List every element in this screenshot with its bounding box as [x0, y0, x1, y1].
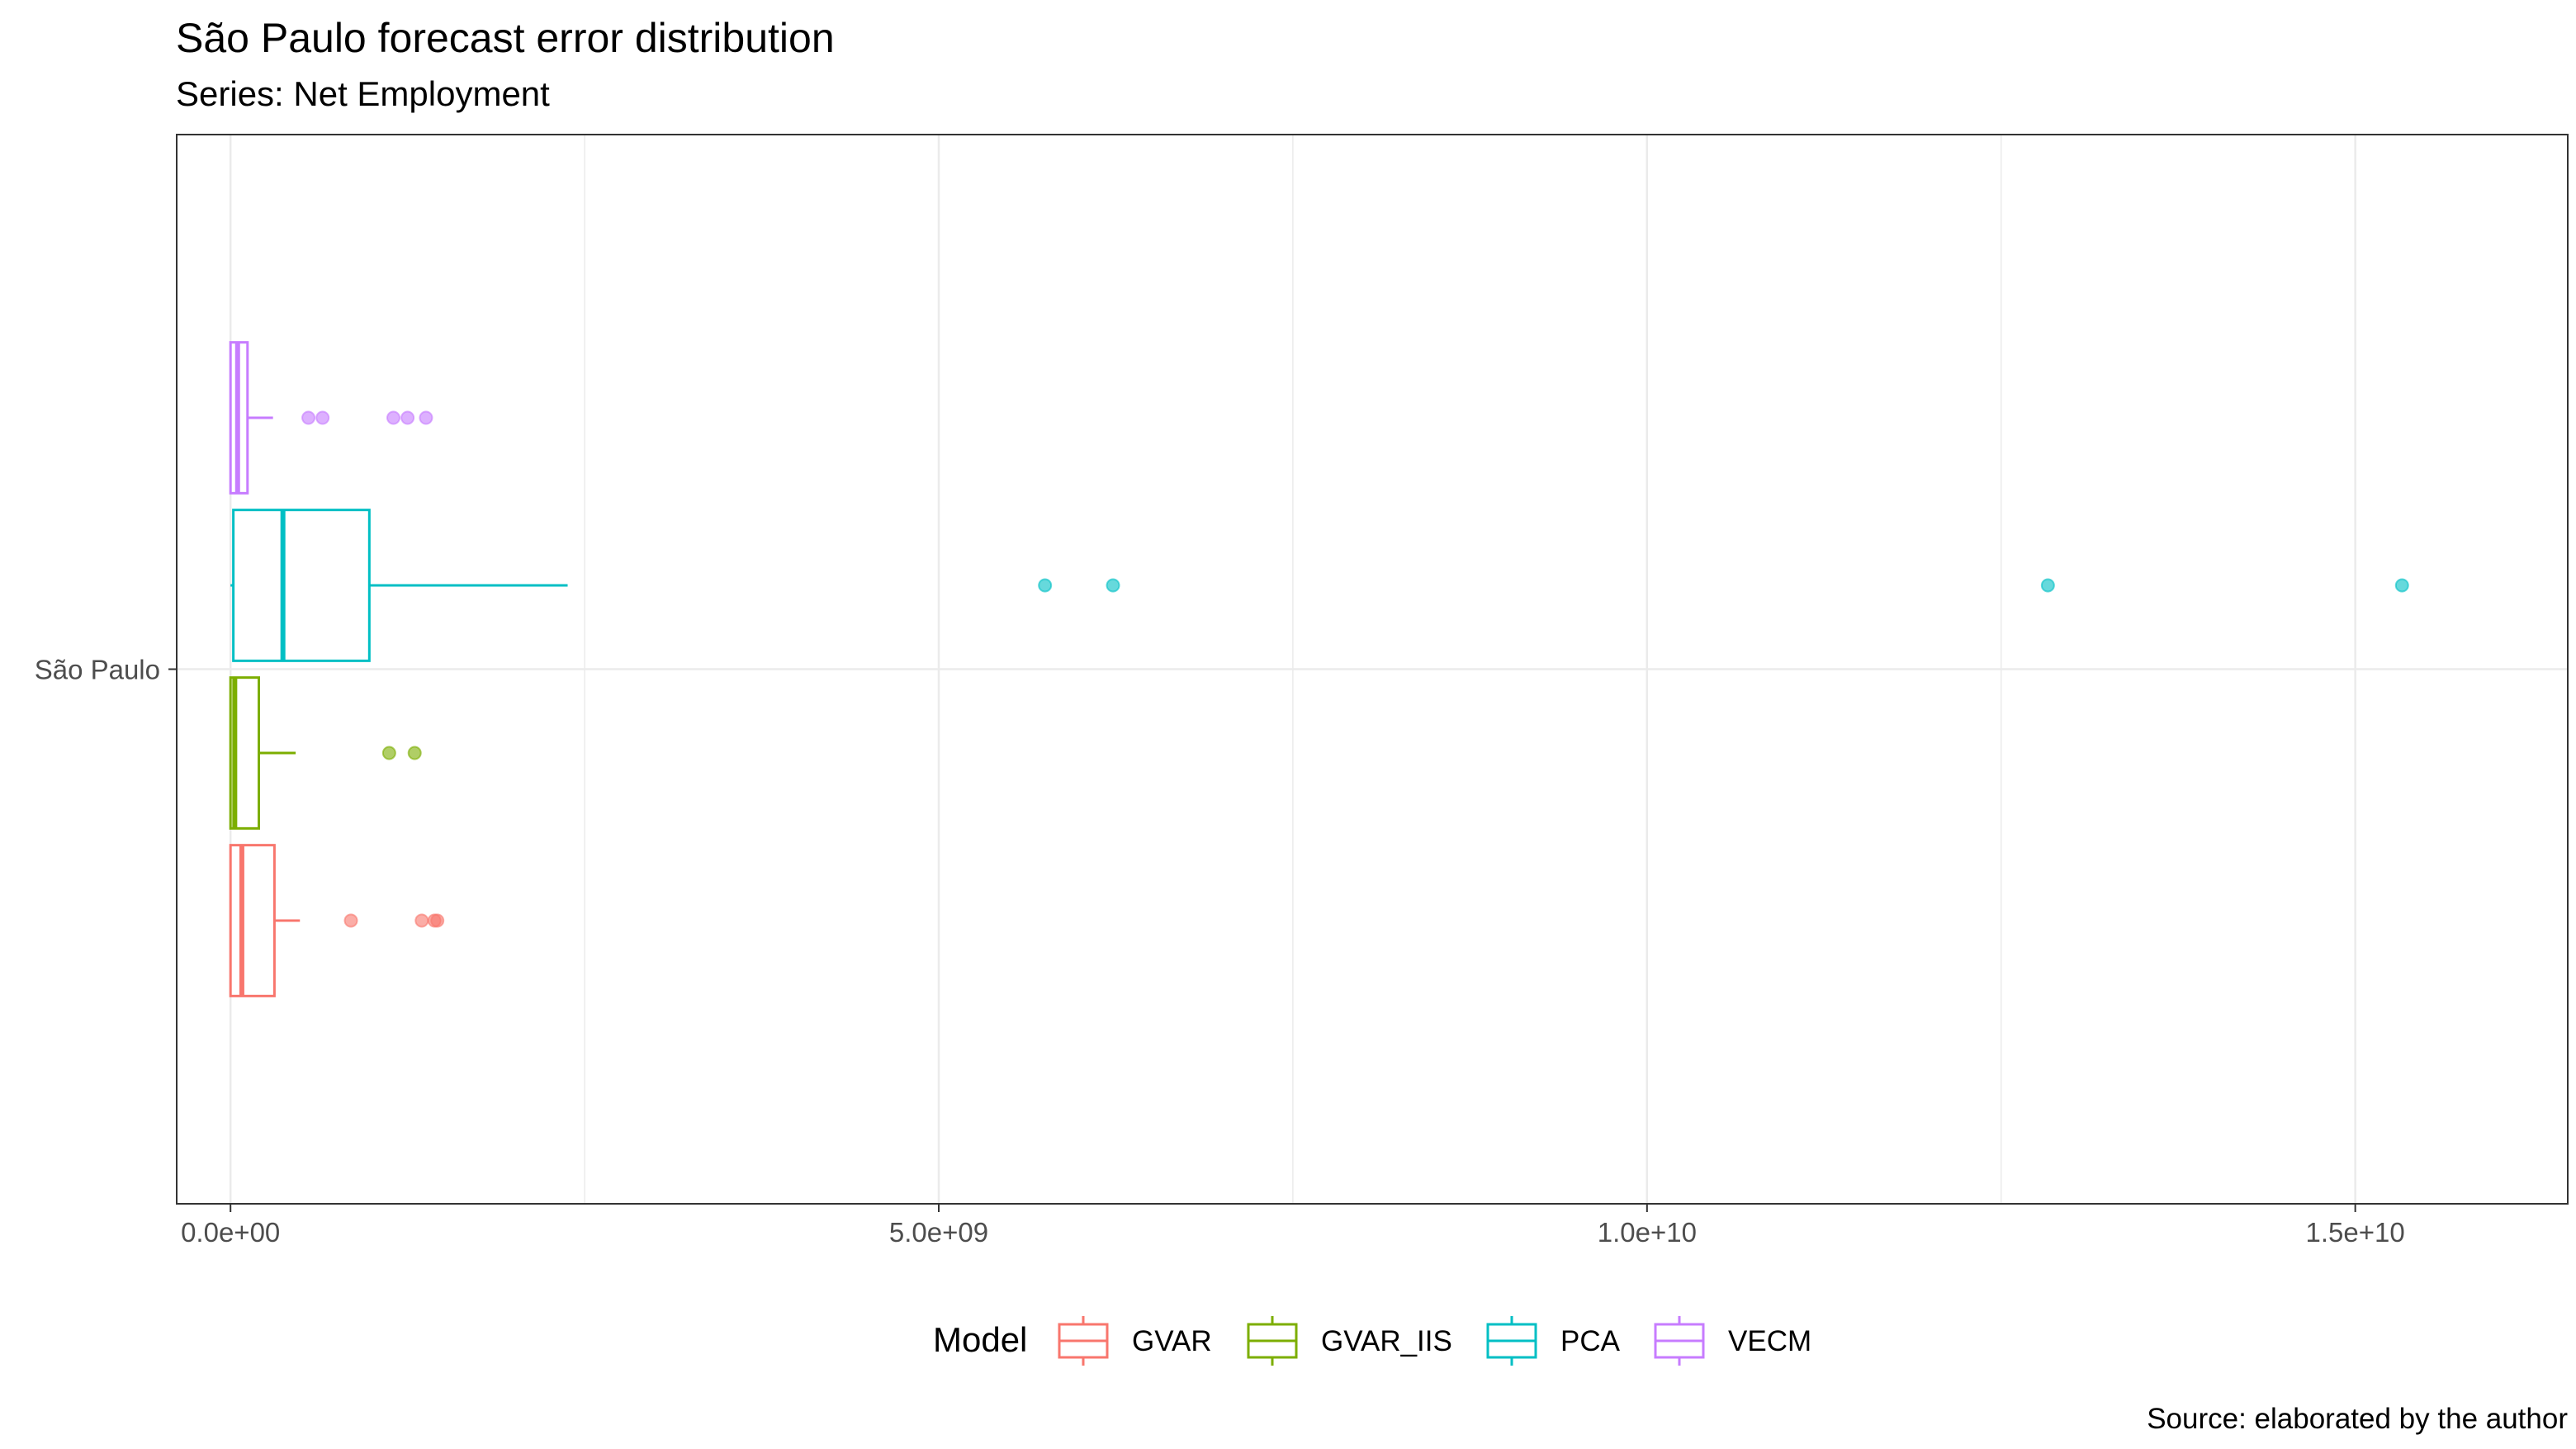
outlier-point: [1106, 578, 1120, 593]
box-vecm: [229, 341, 433, 495]
chart-title: São Paulo forecast error distribution: [176, 15, 835, 61]
box-iqr: [232, 509, 371, 662]
boxplot-chart: 0.0e+00 5.0e+09 1.0e+10 1.5e+10 São Paulo Mo…: [35, 134, 2569, 1366]
outlier-point: [343, 913, 358, 928]
outlier-point: [430, 913, 445, 928]
outlier-point: [407, 746, 422, 760]
legend-item-pca: PCA: [1486, 1316, 1621, 1366]
outlier-point: [386, 410, 400, 425]
legend-label: VECM: [1728, 1325, 1811, 1357]
outlier-point: [419, 410, 433, 425]
legend-item-gvar-iis: GVAR_IIS: [1247, 1316, 1452, 1366]
outlier-point: [2040, 578, 2055, 593]
legend: Model GVAR GVAR_IIS PCA VECM: [933, 1316, 1811, 1366]
legend-item-vecm: VECM: [1654, 1316, 1811, 1366]
x-tick-label: 1.5e+10: [2306, 1217, 2405, 1248]
x-tick-label: 1.0e+10: [1598, 1217, 1697, 1248]
outlier-point: [414, 913, 429, 928]
outlier-point: [400, 410, 415, 425]
marks-layer: [229, 341, 2409, 997]
legend-label: GVAR_IIS: [1321, 1325, 1452, 1357]
outlier-point: [2394, 578, 2409, 593]
outlier-point: [381, 746, 396, 760]
source-caption: Source: elaborated by the author: [2147, 1403, 2568, 1435]
outlier-point: [301, 410, 316, 425]
legend-title: Model: [933, 1320, 1027, 1359]
outlier-point: [315, 410, 330, 425]
axis-layer: 0.0e+00 5.0e+09 1.0e+10 1.5e+10 São Paulo: [35, 655, 2405, 1248]
box-gvar-iis: [229, 676, 422, 830]
legend-label: GVAR: [1132, 1325, 1212, 1357]
box-gvar: [229, 844, 445, 997]
x-tick-label: 0.0e+00: [181, 1217, 280, 1248]
legend-label: PCA: [1560, 1325, 1621, 1357]
y-tick-label: São Paulo: [35, 655, 160, 685]
box-iqr: [229, 844, 276, 997]
outlier-point: [1038, 578, 1053, 593]
box-pca: [230, 509, 2409, 662]
grid-layer: [177, 135, 2568, 1204]
chart-subtitle: Series: Net Employment: [176, 74, 550, 113]
legend-item-gvar: GVAR: [1058, 1316, 1212, 1366]
x-tick-label: 5.0e+09: [889, 1217, 988, 1248]
